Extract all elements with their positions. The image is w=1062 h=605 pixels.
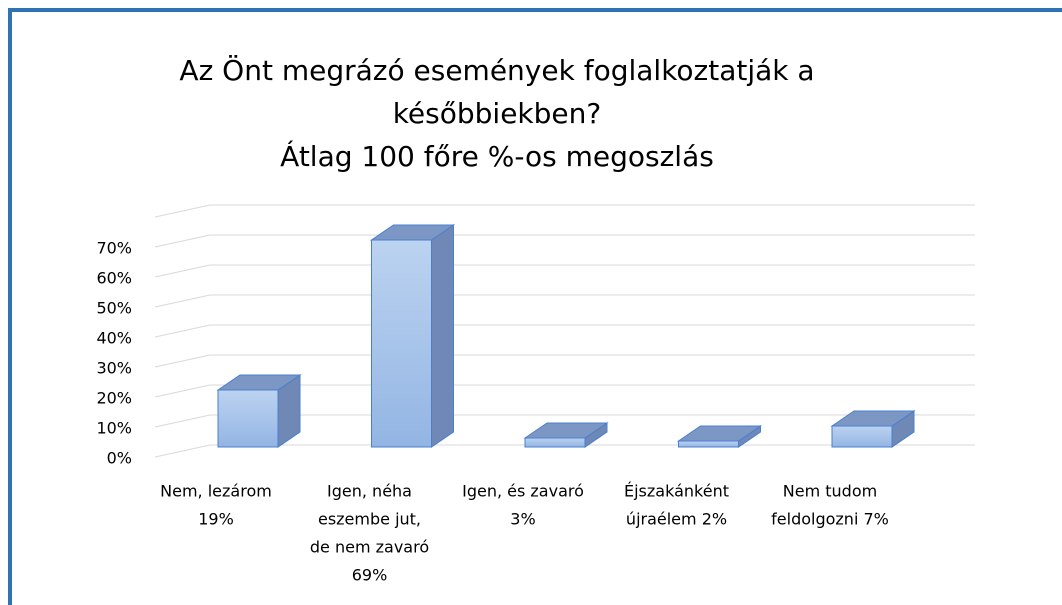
grid-line-side: [154, 324, 211, 338]
grid-line-side: [154, 294, 211, 308]
title-line: Átlag 100 főre %-os megoszlás: [280, 139, 714, 173]
x-tick-label: Nem, lezárom: [160, 482, 272, 501]
bar-side: [431, 224, 454, 448]
bar: [217, 389, 279, 448]
y-tick-label: 60%: [96, 269, 132, 288]
x-tick-label: de nem zavaró: [310, 538, 429, 557]
x-tick-label: 19%: [198, 510, 234, 529]
bar: [678, 440, 739, 448]
bar: [831, 425, 893, 448]
x-tick-label: feldolgozni 7%: [771, 510, 889, 529]
y-tick-label: 70%: [96, 239, 132, 258]
y-tick-label: 40%: [96, 329, 132, 348]
grid-line-side: [154, 414, 211, 428]
grid-line-side: [154, 384, 211, 398]
title-line: Az Önt megrázó események foglalkoztatják…: [179, 53, 814, 87]
x-tick-label: 3%: [510, 510, 535, 529]
x-tick-label: Éjszakánként: [624, 482, 729, 501]
grid-line-side: [154, 204, 211, 218]
frame-left: [8, 8, 12, 605]
x-tick-label: Nem tudom: [783, 482, 877, 501]
grid-line-side: [154, 354, 211, 368]
grid-line-side: [154, 264, 211, 278]
grid-line-side: [154, 444, 211, 458]
x-tick-label: eszembe jut,: [318, 510, 421, 529]
y-tick-label: 10%: [96, 419, 132, 438]
bar: [371, 239, 432, 448]
y-tick-label: 50%: [96, 299, 132, 318]
chart-title: Az Önt megrázó események foglalkoztatják…: [179, 53, 814, 173]
x-tick-label: Igen, néha: [327, 482, 412, 501]
y-tick-label: 0%: [107, 449, 132, 468]
frame-top: [8, 8, 1062, 12]
title-line: későbbiekben?: [393, 97, 602, 130]
x-tick-label: Igen, és zavaró: [462, 482, 584, 501]
grid-line-side: [154, 234, 211, 248]
bar: [524, 437, 586, 448]
x-tick-label: 69%: [352, 566, 388, 585]
x-tick-label: újraélem 2%: [626, 510, 727, 529]
y-tick-label: 20%: [96, 389, 132, 408]
y-tick-label: 30%: [96, 359, 132, 378]
